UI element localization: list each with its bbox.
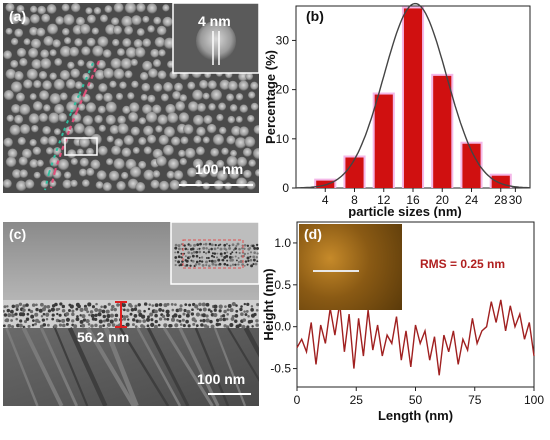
- y-axis-label-d: Height (nm): [262, 268, 276, 340]
- histogram-bar: [374, 94, 393, 188]
- histogram-bar: [462, 143, 481, 188]
- panel-label-a: (a): [9, 8, 27, 24]
- y-tick-label-b: 10: [276, 132, 290, 146]
- gaussian-fit-curve: [295, 2, 531, 189]
- selection-box: [64, 137, 98, 156]
- panel-label-d: (d): [304, 226, 322, 242]
- y-tick-label-b: 0: [282, 181, 289, 195]
- cross-section-texture: [3, 222, 259, 406]
- film-thickness-label: 56.2 nm: [77, 329, 130, 345]
- histogram-bar: [345, 157, 364, 188]
- panel-b-histogram: 4 8 12 16 20 24 28 30 0 10 20 30 particle sizes (nm)…: [262, 0, 550, 219]
- x-tick-label-b: 12: [377, 193, 391, 207]
- histogram-bar: [491, 175, 510, 188]
- x-tick-label-d: 100: [524, 393, 544, 407]
- y-tick-label-d: -0.5: [270, 362, 291, 376]
- afm-image-inset: [299, 224, 402, 310]
- height-profile-line: [296, 299, 535, 376]
- nanoparticle-sem-texture: [3, 3, 259, 193]
- panel-c-cross-section: (c) 56.2 nm 100 nm: [3, 222, 259, 406]
- panel-label-b: (b): [306, 8, 324, 24]
- rms-annotation: RMS = 0.25 nm: [420, 257, 506, 271]
- y-tick-label-b: 30: [276, 33, 290, 47]
- y-tick-label-d: 1.0: [274, 236, 291, 250]
- panel-a-sem-image: (a) 4 nm 100 nm: [3, 3, 259, 193]
- scale-bar-a-label: 100 nm: [195, 161, 244, 177]
- x-tick-label-b: 4: [322, 193, 329, 207]
- x-tick-label-b: 16: [406, 193, 420, 207]
- scale-bar-c-label: 100 nm: [197, 371, 246, 387]
- y-tick-label-d: 0.5: [274, 278, 291, 292]
- x-tick-label-b: 30: [509, 193, 523, 207]
- x-tick-label-d: 50: [409, 393, 423, 407]
- panel-label-c: (c): [9, 226, 27, 242]
- y-tick-label-d: 0.0: [274, 320, 291, 334]
- x-tick-label-d: 75: [468, 393, 482, 407]
- x-tick-label-b: 8: [351, 193, 358, 207]
- x-tick-label-d: 25: [350, 393, 364, 407]
- inset-size-label: 4 nm: [198, 13, 231, 29]
- panel-d-afm-profile: 0 25 50 75 100 -0.5 0.0 0.5 1.0 Length (nm) Height…: [261, 220, 550, 435]
- x-tick-label-b: 20: [436, 193, 450, 207]
- x-axis-label-b: particle sizes (nm): [348, 204, 461, 218]
- y-tick-label-b: 20: [276, 83, 290, 97]
- histogram-bar: [403, 8, 423, 189]
- histogram-bar: [433, 75, 452, 188]
- x-tick-label-b: 24: [465, 193, 479, 207]
- y-axis-label-b: Percentage (%): [263, 50, 278, 144]
- x-axis-label-d: Length (nm): [378, 408, 453, 423]
- x-tick-label-d: 0: [294, 393, 301, 407]
- x-tick-label-b: 28: [494, 193, 508, 207]
- height-profile-chart: 0 25 50 75 100 -0.5 0.0 0.5 1.0 Length (nm) Height…: [261, 221, 544, 423]
